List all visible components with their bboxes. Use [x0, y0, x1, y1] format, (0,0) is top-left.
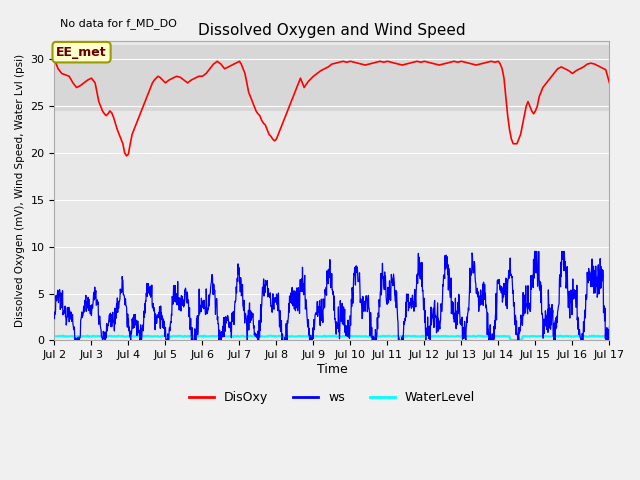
Text: EE_met: EE_met: [56, 46, 107, 59]
Y-axis label: Dissolved Oxygen (mV), Wind Speed, Water Lvl (psi): Dissolved Oxygen (mV), Wind Speed, Water…: [15, 54, 25, 327]
Text: No data for f_MD_DO: No data for f_MD_DO: [60, 18, 177, 29]
X-axis label: Time: Time: [317, 363, 348, 376]
Title: Dissolved Oxygen and Wind Speed: Dissolved Oxygen and Wind Speed: [198, 23, 466, 38]
Bar: [54, 46, 609, 111]
Legend: DisOxy, ws, WaterLevel: DisOxy, ws, WaterLevel: [184, 386, 480, 409]
